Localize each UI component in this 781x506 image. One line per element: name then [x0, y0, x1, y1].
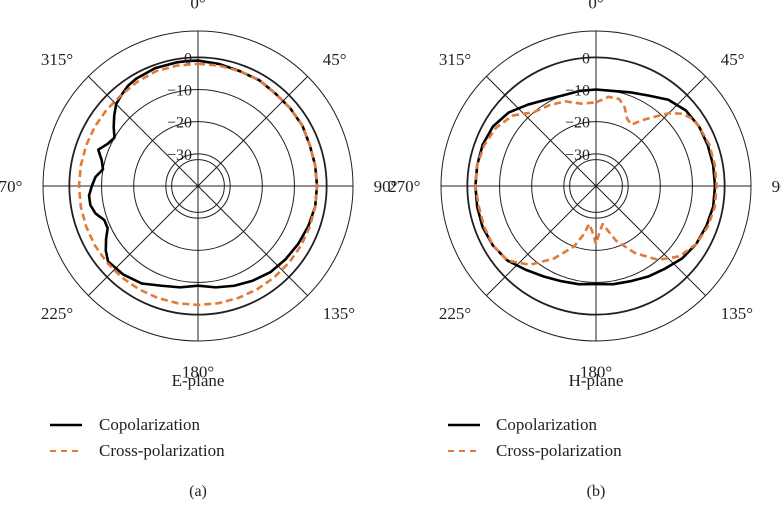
polar-spoke-b-315: [486, 76, 597, 187]
angle-tick-label-a-90: 90°: [374, 177, 398, 196]
legend-a: Copolarization Cross-polarization: [50, 415, 225, 460]
angle-tick-label-b-135: 135°: [721, 304, 753, 323]
radial-tick-label-b-1: −10: [565, 83, 590, 100]
radial-tick-label-a-1: −10: [167, 83, 192, 100]
series-co-a: [87, 59, 319, 289]
angle-tick-label-b-315: 315°: [439, 50, 471, 69]
angle-tick-label-b-90: 90°: [772, 177, 781, 196]
radial-tick-label-b-3: −30: [565, 147, 590, 164]
series-cross-b: [474, 95, 718, 267]
angle-tick-label-b-0: 0°: [588, 0, 603, 12]
sublabel-a: (a): [189, 483, 207, 500]
caption-e-plane: E-plane: [172, 371, 225, 390]
radial-tick-label-a-0: 0: [184, 50, 192, 67]
polar-spoke-a-45: [197, 76, 308, 187]
polar-spoke-a-315: [88, 76, 199, 187]
legend-cross-label-a: Cross-polarization: [99, 441, 225, 460]
angle-tick-label-b-45: 45°: [721, 50, 745, 69]
angle-tick-label-a-0: 0°: [190, 0, 205, 12]
radial-tick-label-b-2: −20: [565, 115, 590, 132]
angle-tick-label-a-225: 225°: [41, 304, 73, 323]
polar-spoke-b-45: [595, 76, 706, 187]
polar-spoke-b-135: [595, 185, 706, 296]
legend-b: Copolarization Cross-polarization: [448, 415, 622, 460]
sublabel-b: (b): [587, 483, 606, 500]
polar-spoke-a-225: [88, 185, 199, 296]
polar-plot-h-plane: 0 −10 −20 −30 0° 45° 90° 135° 180° 225° 270° 315°: [388, 0, 781, 382]
angle-tick-label-a-180: 180°: [182, 363, 214, 382]
radial-tick-label-a-2: −20: [167, 115, 192, 132]
legend-cross-label-b: Cross-polarization: [496, 441, 622, 460]
angle-tick-label-a-270: 270°: [0, 177, 22, 196]
radial-tick-label-a-3: −30: [167, 147, 192, 164]
legend-co-label-a: Copolarization: [99, 415, 201, 434]
series-cross-a: [77, 62, 319, 307]
polar-spoke-b-225: [486, 185, 597, 296]
angle-tick-label-a-135: 135°: [323, 304, 355, 323]
angle-tick-label-b-180: 180°: [580, 363, 612, 382]
angle-tick-label-b-270: 270°: [388, 177, 420, 196]
angle-tick-label-a-315: 315°: [41, 50, 73, 69]
angle-tick-label-b-225: 225°: [439, 304, 471, 323]
angle-tick-label-a-45: 45°: [323, 50, 347, 69]
polar-spoke-a-135: [197, 185, 308, 296]
polar-plot-e-plane: 0 −10 −20 −30 0° 45° 90° 135° 180° 225° 270° 315°: [0, 0, 397, 382]
legend-co-label-b: Copolarization: [496, 415, 598, 434]
caption-h-plane: H-plane: [569, 371, 624, 390]
radial-tick-label-b-0: 0: [582, 50, 590, 67]
